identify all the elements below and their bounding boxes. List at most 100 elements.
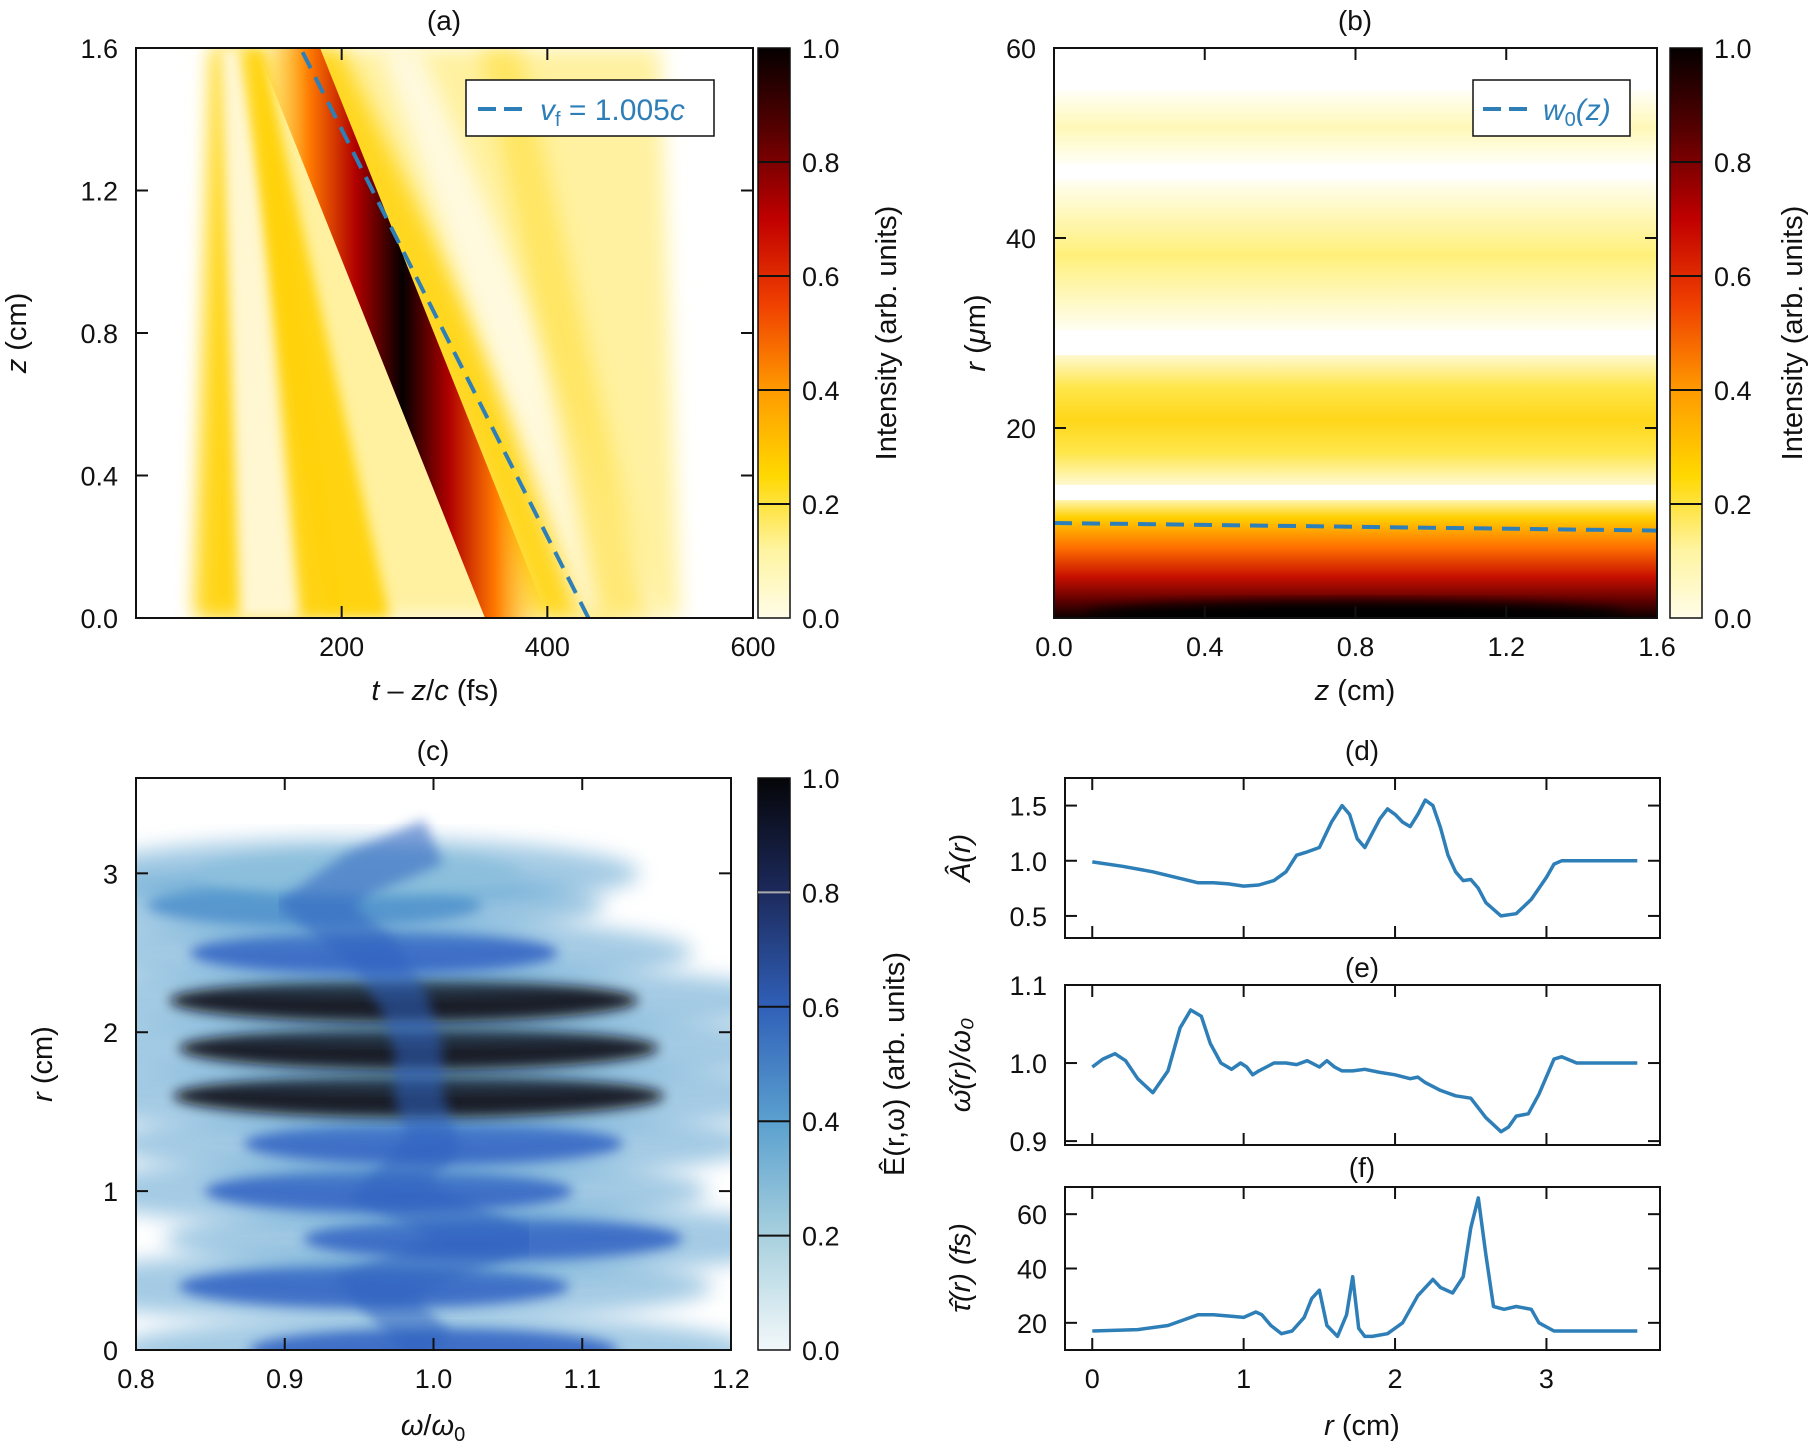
- y-tick-label: 1.0: [1009, 847, 1047, 877]
- colorbar-tick-label: 0.0: [1714, 604, 1752, 634]
- y-tick-label: 60: [1017, 1200, 1047, 1230]
- x-tick-label: 2: [1388, 1364, 1403, 1394]
- colorbar-tick-label: 0.2: [802, 1222, 840, 1252]
- y-tick-label: 1.1: [1009, 971, 1047, 1001]
- x-tick-label: 1.2: [712, 1364, 750, 1394]
- y-tick-label: 1.0: [1009, 1049, 1047, 1079]
- x-tick-label: 0: [1085, 1364, 1100, 1394]
- y-tick-label: 20: [1017, 1309, 1047, 1339]
- panel-d-ylabel: Â(r): [944, 834, 977, 884]
- panel-b-colorbar-ticks: 0.0 0.2 0.4 0.6 0.8 1.0: [1670, 34, 1752, 634]
- y-tick-label: 3: [103, 859, 118, 889]
- panel-b-xlabel: z (cm): [1314, 675, 1396, 707]
- y-tick-label: 0.9: [1009, 1127, 1047, 1157]
- panel-b-heatmap: [1054, 48, 1657, 618]
- panel-e-ylabel: ω̂(r)/ω₀: [945, 1018, 977, 1112]
- panel-b-ylabel: r (μm): [960, 294, 992, 371]
- panel-e: (e) 0.9 1.0 1.1 ω̂(r)/ω₀: [945, 952, 1661, 1157]
- colorbar-tick-label: 1.0: [802, 34, 840, 64]
- spectral-ridge: [274, 819, 554, 1350]
- y-tick-label: 2: [103, 1018, 118, 1048]
- panel-c-bands: [136, 819, 731, 1350]
- colorbar-tick-label: 0.6: [1714, 262, 1752, 292]
- y-tick-label: 0.0: [80, 604, 118, 634]
- panel-d-axes: 0.5 1.0 1.5: [1009, 778, 1660, 938]
- panel-a-title: (a): [427, 5, 461, 36]
- panel-c-xlabel: ω/ω0: [401, 1410, 465, 1446]
- colorbar-tick-label: 1.0: [802, 764, 840, 794]
- colorbar-tick-label: 0.2: [802, 490, 840, 520]
- x-tick-label: 1: [1236, 1364, 1251, 1394]
- colorbar-tick-label: 0.0: [802, 1336, 840, 1366]
- colorbar-tick-label: 0.4: [802, 376, 840, 406]
- panel-a: (a) 200 400 600 0.0 0.4 0.8 1.2 1.6 t – z/c (fs…: [1, 5, 903, 707]
- panel-c-heatmap: [136, 778, 731, 1350]
- panel-e-frame: [1064, 984, 1661, 1146]
- x-tick-label: 1.1: [563, 1364, 601, 1394]
- x-tick-label: 0.9: [266, 1364, 304, 1394]
- colorbar-tick-label: 0.0: [802, 604, 840, 634]
- colorbar-tick-label: 0.8: [1714, 148, 1752, 178]
- panel-e-line: [1091, 1008, 1638, 1134]
- x-tick-label: 1.2: [1487, 632, 1525, 662]
- panel-c-colorbar-ticks: 0.0 0.2 0.4 0.6 0.8 1.0: [758, 764, 840, 1366]
- panel-b-title: (b): [1338, 5, 1372, 36]
- x-tick-label: 200: [319, 632, 364, 662]
- y-tick-label: 40: [1006, 224, 1036, 254]
- x-tick-label: 1.0: [415, 1364, 453, 1394]
- panel-c-colorbar-label: Ê(r,ω) (arb. units): [878, 952, 911, 1176]
- x-tick-label: 0.8: [1337, 632, 1375, 662]
- x-tick-label: 0.0: [1035, 632, 1073, 662]
- panel-c-ylabel: r (cm): [27, 1026, 59, 1102]
- panel-f-line: [1092, 1196, 1638, 1339]
- panel-f-frame: [1064, 1186, 1661, 1351]
- panel-f-title: (f): [1349, 1152, 1375, 1183]
- colorbar-tick-label: 0.4: [1714, 376, 1752, 406]
- y-tick-label: 0: [103, 1336, 118, 1366]
- panel-f-axes: 0 1 2 3 20 40 60: [1017, 1187, 1660, 1394]
- y-tick-label: 0.4: [80, 462, 118, 492]
- colorbar-tick-label: 0.8: [802, 148, 840, 178]
- colorbar-tick-label: 0.8: [802, 878, 840, 908]
- colorbar-tick-label: 0.6: [802, 993, 840, 1023]
- shared-xlabel-r: r (cm): [1324, 1410, 1400, 1442]
- x-tick-label: 400: [525, 632, 570, 662]
- x-tick-label: 0.4: [1186, 632, 1224, 662]
- colorbar-tick-label: 0.4: [802, 1107, 840, 1137]
- panel-a-colorbar-ticks: 0.0 0.2 0.4 0.6 0.8 1.0: [758, 34, 840, 634]
- panel-e-axes: 0.9 1.0 1.1: [1009, 971, 1660, 1157]
- panel-c-axes: 0.8 0.9 1.0 1.1 1.2 0 1 2 3: [103, 778, 750, 1394]
- panel-b-axes: 0.0 0.4 0.8 1.2 1.6 20 40 60: [1006, 34, 1676, 662]
- main-pulse: [257, 48, 548, 618]
- y-tick-label: 60: [1006, 34, 1036, 64]
- panel-f-ylabel: τ̂(r) (fs): [945, 1223, 977, 1313]
- y-tick-label: 40: [1017, 1255, 1047, 1285]
- y-tick-label: 1: [103, 1177, 118, 1207]
- panel-c-colorbar: [757, 777, 791, 1351]
- panel-c-title: (c): [417, 735, 450, 766]
- w0-line: [1054, 521, 1657, 533]
- panel-a-axes: 200 400 600 0.0 0.4 0.8 1.2 1.6: [80, 34, 775, 662]
- panel-d-frame: [1064, 777, 1661, 939]
- y-tick-label: 1.6: [80, 34, 118, 64]
- panel-d: (d) 0.5 1.0 1.5 Â(r): [944, 735, 1661, 939]
- panel-a-colorbar: [757, 47, 791, 619]
- panel-d-title: (d): [1345, 735, 1379, 766]
- panel-d-line: [1092, 798, 1638, 918]
- y-tick-label: 1.5: [1009, 792, 1047, 822]
- y-tick-label: 0.5: [1009, 902, 1047, 932]
- x-tick-label: 3: [1539, 1364, 1554, 1394]
- panel-a-xlabel: t – z/c (fs): [371, 675, 498, 707]
- y-tick-label: 20: [1006, 414, 1036, 444]
- panel-b-legend: w0(z): [1472, 79, 1631, 137]
- panel-a-ylabel: z (cm): [1, 293, 33, 375]
- x-tick-label: 0.8: [117, 1364, 155, 1394]
- panel-b-legend-label: w0(z): [1543, 94, 1611, 131]
- colorbar-tick-label: 0.6: [802, 262, 840, 292]
- y-tick-label: 0.8: [80, 319, 118, 349]
- x-tick-label: 600: [730, 632, 775, 662]
- panel-a-legend-label: vf = 1.005c: [540, 94, 685, 131]
